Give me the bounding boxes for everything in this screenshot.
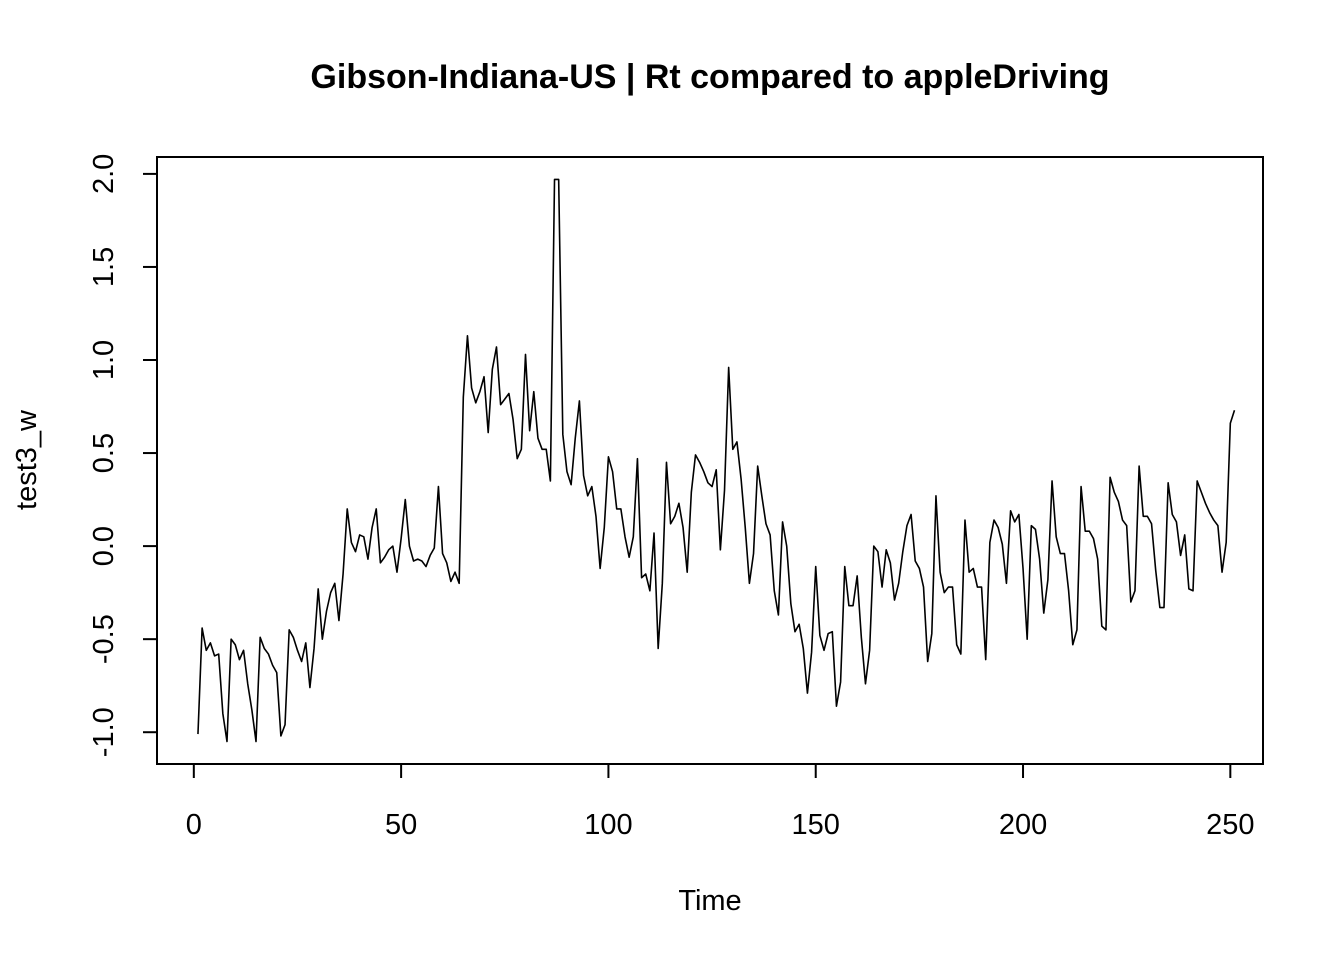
x-tick-label: 250 — [1206, 809, 1254, 841]
x-tick-label: 150 — [792, 809, 840, 841]
y-tick-label: 2.0 — [88, 154, 120, 194]
x-tick-label: 0 — [186, 809, 202, 841]
y-axis: -1.0 -0.5 0.0 0.5 1.0 1.5 2.0 — [88, 154, 158, 757]
y-tick-label: 0.0 — [88, 526, 120, 566]
y-tick-label: 1.0 — [88, 340, 120, 380]
y-tick-label: -1.0 — [88, 707, 120, 757]
series-line — [197, 178, 1236, 743]
y-axis-label: test3_w — [11, 409, 43, 510]
y-tick-label: 1.5 — [88, 247, 120, 287]
x-axis: 0 50 100 150 200 250 — [186, 763, 1255, 841]
x-tick-label: 100 — [584, 809, 632, 841]
plot-frame — [156, 156, 1264, 765]
x-tick-label: 50 — [385, 809, 417, 841]
y-tick-label: 0.5 — [88, 433, 120, 473]
x-tick-label: 200 — [999, 809, 1047, 841]
chart-title: Gibson-Indiana-US | Rt compared to apple… — [310, 58, 1110, 96]
x-axis-label: Time — [678, 885, 741, 917]
y-tick-label: -0.5 — [88, 614, 120, 664]
